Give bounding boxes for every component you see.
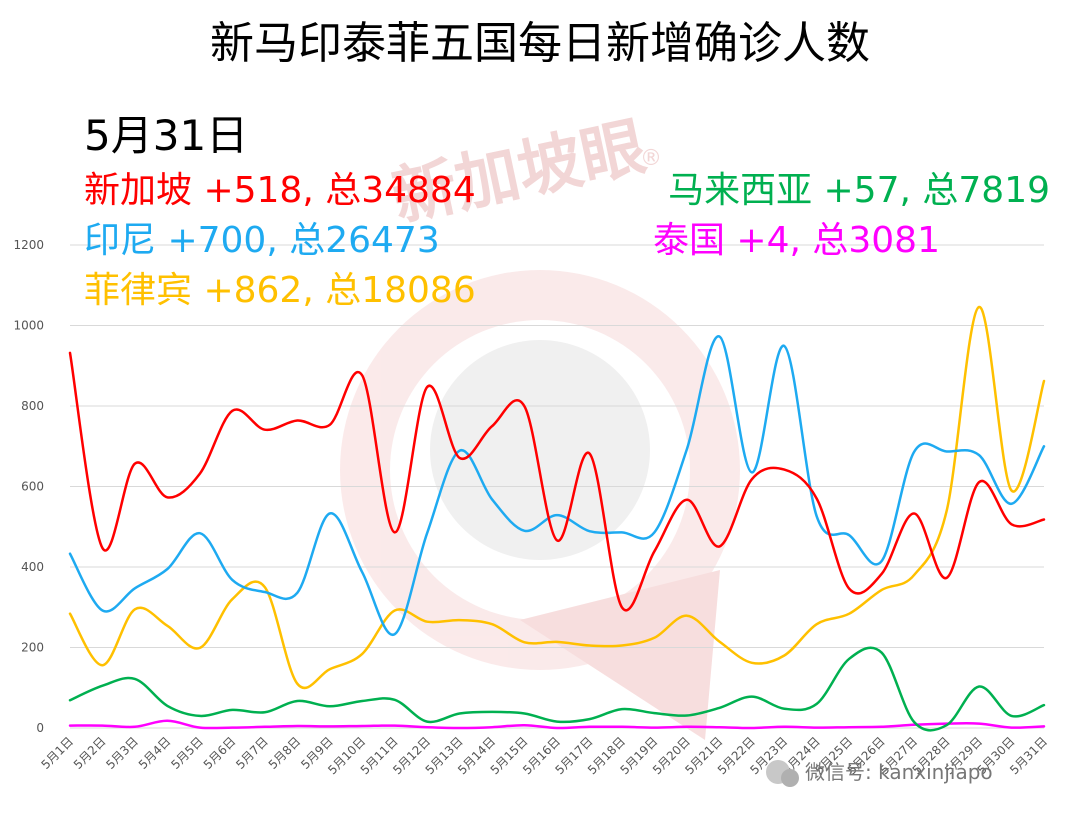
chart-title: 新马印泰菲五国每日新增确诊人数: [210, 18, 870, 69]
y-tick-label: 1200: [13, 238, 44, 252]
x-tick-label: 5月8日: [266, 734, 304, 772]
x-tick-label: 5月3日: [103, 734, 141, 772]
series-line-0: [68, 351, 1046, 612]
x-tick-label: 5月2日: [71, 734, 109, 772]
watermark-pointer: [520, 570, 720, 740]
y-tick-label: 600: [21, 480, 44, 494]
y-tick-label: 1000: [13, 319, 44, 333]
footer-text: 微信号: kanxinjiapo: [805, 760, 993, 784]
y-tick-label: 200: [21, 641, 44, 655]
x-tick-label: 5月7日: [233, 734, 271, 772]
x-tick-label: 5月1日: [38, 734, 76, 772]
y-tick-label: 800: [21, 399, 44, 413]
summary-indonesia: 印尼 +700, 总26473: [84, 220, 440, 261]
y-tick-label: 0: [36, 721, 44, 735]
x-tick-label: 5月5日: [168, 734, 206, 772]
series-lines: [68, 305, 1046, 732]
y-tick-label: 400: [21, 560, 44, 574]
summary-thailand: 泰国 +4, 总3081: [653, 220, 940, 261]
footer: 微信号: kanxinjiapo: [766, 760, 993, 787]
summary-philippines: 菲律宾 +862, 总18086: [84, 270, 476, 311]
series-line-1: [68, 335, 1046, 636]
y-axis: 0 200 400 600 800 1000 1200: [13, 238, 44, 735]
watermark-center: [430, 340, 650, 560]
series-line-2: [68, 305, 1046, 690]
x-tick-label: 5月6日: [201, 734, 239, 772]
watermark-registered: ®: [640, 146, 662, 171]
x-tick-label: 5月4日: [136, 734, 174, 772]
watermark: 新加坡眼 ®: [340, 110, 740, 740]
date-label: 5月31日: [84, 111, 248, 160]
summary-malaysia: 马来西亚 +57, 总7819: [668, 170, 1050, 211]
series-line-4: [68, 719, 1046, 730]
summary-singapore: 新加坡 +518, 总34884: [84, 170, 476, 211]
series-line-3: [68, 646, 1046, 732]
wechat-icon-bubble: [781, 769, 799, 787]
